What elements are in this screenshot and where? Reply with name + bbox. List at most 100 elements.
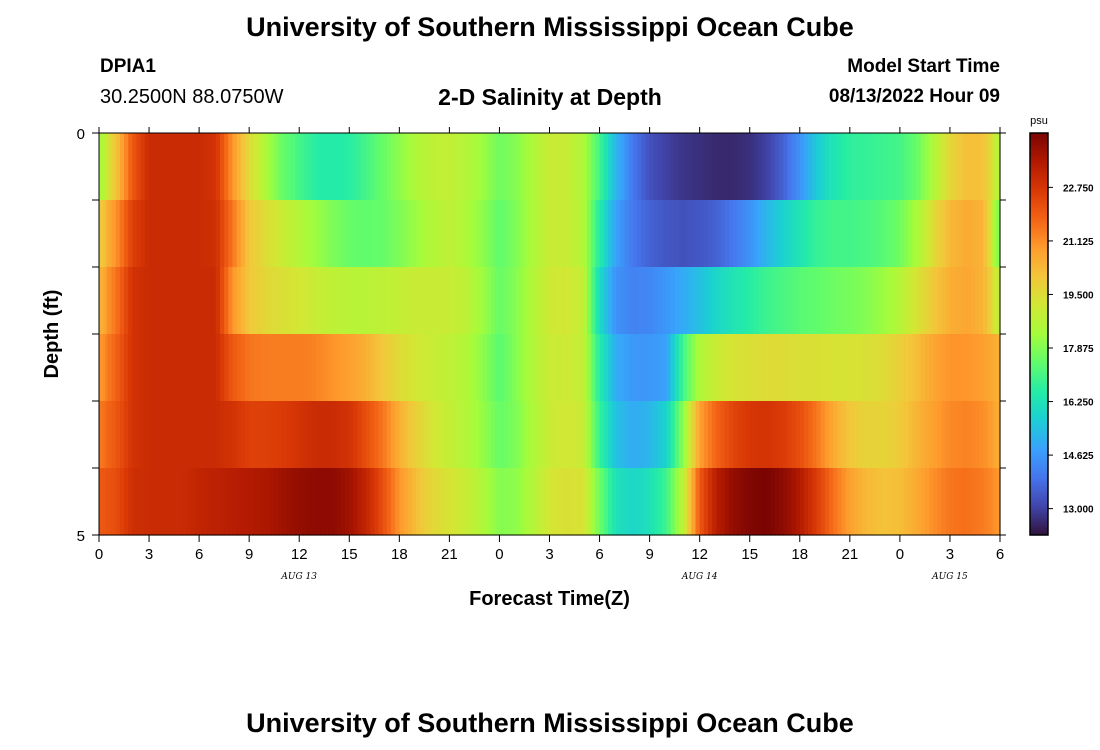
heatmap-cell	[378, 200, 384, 268]
model-start-value: 08/13/2022 Hour 09	[828, 86, 1000, 107]
heatmap-cell	[762, 334, 768, 402]
heatmap-cell	[470, 267, 476, 335]
heatmap-cell	[766, 267, 772, 335]
heatmap-cell	[307, 267, 313, 335]
heatmap-cell	[257, 133, 263, 201]
heatmap-cell	[144, 133, 150, 201]
heatmap-cell	[545, 200, 551, 268]
heatmap-cell	[432, 200, 438, 268]
heatmap-cell	[699, 267, 705, 335]
heatmap-cell	[336, 468, 342, 536]
heatmap-cell	[270, 401, 275, 469]
heatmap-cell	[211, 267, 217, 335]
heatmap-cell	[887, 401, 893, 469]
heatmap-cell	[716, 401, 722, 469]
heatmap-cell	[528, 334, 534, 402]
heatmap-cell	[895, 334, 901, 402]
heatmap-cell	[891, 401, 897, 469]
heatmap-cell	[103, 468, 106, 536]
heatmap-cell	[111, 468, 117, 536]
heatmap-cell	[741, 468, 747, 536]
heatmap-cell	[691, 468, 697, 536]
heatmap-cell	[416, 133, 421, 201]
heatmap-cell	[136, 334, 142, 402]
heatmap-cell	[532, 133, 538, 201]
heatmap-cell	[299, 334, 304, 402]
heatmap-cell	[286, 267, 292, 335]
heatmap-cell	[599, 401, 605, 469]
heatmap-cell	[845, 334, 851, 402]
heatmap-cell	[357, 133, 363, 201]
heatmap-cell	[866, 401, 872, 469]
heatmap-cell	[653, 334, 659, 402]
heatmap-cell	[103, 401, 106, 469]
y-tick-label: 0	[77, 126, 85, 143]
heatmap-cell	[453, 468, 459, 536]
x-tick-label: 18	[391, 546, 408, 563]
heatmap-cell	[336, 200, 342, 268]
heatmap-cell	[795, 401, 801, 469]
heatmap-cell	[353, 267, 359, 335]
heatmap-cell	[637, 133, 642, 201]
heatmap-cell	[178, 468, 184, 536]
heatmap-cell	[486, 267, 492, 335]
heatmap-cell	[833, 468, 838, 536]
heatmap-cell	[282, 133, 288, 201]
heatmap-cell	[541, 334, 546, 402]
heatmap-cell	[105, 200, 108, 268]
heatmap-cell	[712, 401, 717, 469]
heatmap-cell	[691, 267, 697, 335]
heatmap-cell	[837, 334, 843, 402]
heatmap-cell	[178, 401, 184, 469]
heatmap-cell	[991, 133, 995, 201]
x-tick-label: 6	[595, 546, 603, 563]
heatmap-cell	[520, 334, 526, 402]
heatmap-cell	[545, 267, 551, 335]
heatmap-cell	[382, 200, 388, 268]
heatmap-cell	[416, 468, 421, 536]
heatmap-cell	[286, 200, 292, 268]
heatmap-cell	[728, 334, 734, 402]
heatmap-cell	[424, 334, 430, 402]
heatmap-cell	[833, 267, 838, 335]
heatmap-cell	[374, 401, 380, 469]
heatmap-cell	[349, 133, 355, 201]
heatmap-cell	[945, 401, 951, 469]
heatmap-cell	[236, 468, 242, 536]
heatmap-cell	[920, 267, 926, 335]
heatmap-cell	[466, 468, 471, 536]
heatmap-cell	[107, 334, 113, 402]
heatmap-cell	[340, 267, 346, 335]
heatmap-cell	[670, 200, 676, 268]
heatmap-cell	[620, 401, 626, 469]
heatmap-cell	[603, 133, 609, 201]
heatmap-cell	[653, 468, 659, 536]
heatmap-cell	[993, 267, 997, 335]
heatmap-cell	[783, 133, 788, 201]
heatmap-cell	[194, 267, 200, 335]
heatmap-cell	[520, 200, 526, 268]
heatmap-cell	[315, 334, 321, 402]
heatmap-cell	[295, 200, 300, 268]
heatmap-cell	[228, 334, 234, 402]
heatmap-cell	[511, 468, 517, 536]
heatmap-cell	[783, 200, 788, 268]
heatmap-cell	[612, 468, 617, 536]
heatmap-cell	[174, 401, 179, 469]
heatmap-cell	[257, 267, 263, 335]
heatmap-cell	[993, 401, 997, 469]
heatmap-cell	[299, 401, 304, 469]
heatmap-cell	[228, 200, 234, 268]
heatmap-cell	[916, 468, 922, 536]
heatmap-cell	[803, 133, 809, 201]
heatmap-cell	[199, 133, 204, 201]
heatmap-cell	[278, 468, 284, 536]
heatmap-cell	[203, 334, 209, 402]
heatmap-cell	[340, 401, 346, 469]
heatmap-cell	[929, 267, 934, 335]
heatmap-cell	[278, 334, 284, 402]
heatmap-cell	[862, 468, 868, 536]
heatmap-cell	[720, 133, 726, 201]
heatmap-cell	[432, 267, 438, 335]
heatmap-cell	[303, 267, 309, 335]
